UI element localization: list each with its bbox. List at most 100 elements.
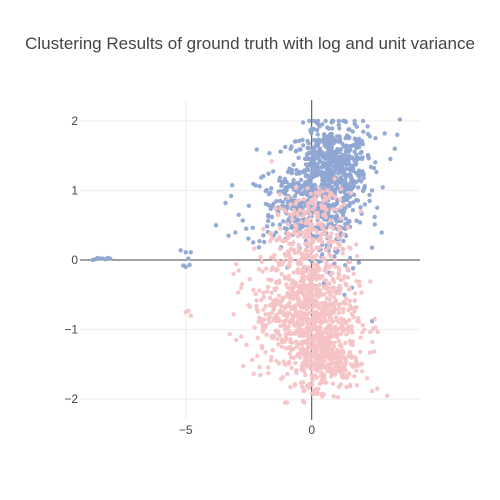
blue-cluster-point: [323, 138, 329, 143]
pink-cluster-point: [278, 206, 283, 211]
pink-cluster-point: [322, 313, 327, 318]
pink-cluster-point: [269, 231, 274, 236]
pink-cluster-point: [290, 318, 295, 323]
pink-cluster-point: [345, 326, 350, 332]
pink-cluster-point: [231, 312, 236, 317]
blue-cluster-point: [342, 197, 348, 202]
blue-cluster-point: [320, 252, 325, 257]
pink-cluster-point: [271, 298, 276, 304]
pink-cluster-point: [313, 349, 318, 354]
pink-cluster-point: [323, 300, 328, 305]
blue-cluster-point: [335, 147, 340, 152]
pink-cluster-point: [320, 350, 326, 355]
pink-cluster-point: [344, 296, 349, 301]
pink-cluster-point: [269, 159, 274, 164]
pink-cluster-point: [294, 344, 300, 349]
pink-cluster-point: [351, 271, 356, 276]
pink-cluster-point: [309, 271, 314, 276]
pink-cluster-point: [344, 332, 349, 337]
blue-cluster-point: [270, 222, 275, 227]
x-axis: −5 0: [179, 423, 315, 437]
pink-cluster-point: [337, 306, 342, 311]
blue-cluster-point: [320, 150, 325, 156]
pink-cluster-point: [254, 303, 259, 309]
blue-cluster-point: [340, 181, 345, 186]
pink-cluster-point: [296, 321, 301, 327]
pink-cluster-point: [276, 342, 281, 347]
blue-cluster-point: [373, 160, 378, 165]
pink-cluster-point: [360, 323, 365, 328]
pink-cluster-point: [257, 288, 262, 293]
blue-cluster-point: [236, 212, 241, 217]
pink-cluster-point: [306, 220, 312, 225]
pink-cluster-point: [259, 297, 264, 303]
blue-cluster-point: [380, 185, 385, 190]
pink-cluster-point: [329, 352, 335, 358]
pink-cluster-point: [338, 316, 344, 321]
pink-cluster-point: [294, 353, 300, 358]
pink-cluster-point: [284, 400, 290, 405]
pink-cluster-point: [305, 186, 310, 191]
pink-cluster-point: [265, 284, 271, 290]
pink-cluster-point: [312, 262, 317, 267]
blue-cluster-point: [305, 138, 310, 144]
pink-cluster-point: [286, 231, 292, 236]
pink-cluster-point: [296, 246, 301, 251]
pink-cluster-point: [347, 350, 353, 355]
pink-cluster-point: [344, 375, 350, 380]
pink-cluster-point: [271, 306, 276, 312]
pink-cluster-point: [251, 371, 256, 376]
blue-cluster-point: [251, 240, 256, 245]
pink-cluster-point: [312, 266, 317, 272]
pink-cluster-point: [356, 316, 361, 321]
blue-cluster-point: [317, 146, 323, 151]
pink-cluster-point: [319, 361, 324, 366]
blue-cluster-point: [326, 164, 331, 169]
pink-cluster-point: [337, 243, 342, 249]
pink-cluster-point: [308, 212, 313, 217]
blue-cluster-point: [108, 256, 113, 261]
chart-title: Clustering Results of ground truth with …: [25, 34, 475, 53]
blue-cluster-point: [271, 169, 276, 174]
pink-cluster-point: [256, 319, 261, 325]
blue-cluster-point: [347, 255, 353, 261]
blue-cluster-point: [342, 187, 348, 192]
y-tick-label: −1: [64, 323, 78, 337]
pink-cluster-point: [307, 286, 312, 291]
pink-cluster-point: [324, 380, 329, 385]
pink-cluster-point: [313, 203, 318, 208]
blue-cluster-point: [321, 178, 326, 184]
pink-cluster-point: [261, 294, 266, 300]
pink-cluster-point: [346, 287, 352, 292]
pink-cluster-point: [231, 271, 236, 277]
pink-cluster-point: [307, 243, 312, 248]
blue-cluster-point: [362, 185, 367, 190]
blue-cluster-point: [307, 161, 312, 166]
blue-cluster-point: [303, 174, 308, 179]
blue-cluster-point: [361, 129, 366, 134]
blue-cluster-point: [344, 133, 350, 138]
pink-cluster-point: [263, 266, 269, 271]
pink-cluster-point: [316, 287, 321, 292]
pink-cluster-point: [341, 232, 346, 237]
pink-cluster-point: [364, 376, 370, 381]
pink-cluster-point: [311, 255, 317, 260]
pink-cluster-point: [301, 369, 307, 374]
pink-cluster-point: [273, 268, 279, 273]
blue-cluster-point: [354, 157, 360, 162]
pink-cluster-point: [306, 253, 312, 258]
pink-cluster-point: [257, 364, 262, 370]
blue-cluster-point: [348, 166, 354, 171]
pink-cluster-point: [336, 265, 341, 271]
blue-cluster-point: [277, 178, 282, 183]
pink-cluster-point: [314, 343, 319, 349]
pink-cluster-point: [339, 186, 344, 192]
pink-cluster-point: [294, 370, 299, 376]
pink-cluster-point: [295, 259, 301, 264]
pink-cluster-point: [329, 263, 334, 268]
pink-cluster-point: [239, 285, 244, 290]
blue-cluster-point: [337, 162, 343, 168]
blue-cluster-point: [343, 216, 348, 221]
pink-cluster-point: [291, 207, 297, 213]
pink-cluster-point: [279, 304, 285, 309]
